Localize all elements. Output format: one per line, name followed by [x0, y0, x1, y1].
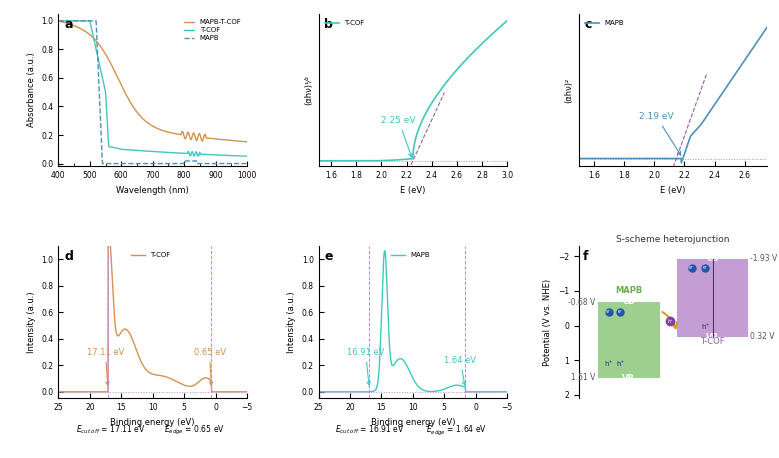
Bar — [677, 259, 749, 337]
Text: 0.65 eV: 0.65 eV — [193, 348, 226, 385]
Legend: MAPB: MAPB — [582, 17, 627, 29]
Text: e⁻: e⁻ — [689, 265, 695, 270]
Title: S-scheme heterojunction: S-scheme heterojunction — [616, 234, 730, 244]
Text: MAPB: MAPB — [615, 286, 643, 295]
Text: 17.11 eV: 17.11 eV — [86, 348, 124, 385]
Y-axis label: (αhν)¹⁄²: (αhν)¹⁄² — [304, 75, 313, 105]
Text: e⁻: e⁻ — [703, 265, 708, 270]
Text: f: f — [583, 251, 588, 263]
Text: 16.91 eV: 16.91 eV — [347, 348, 384, 385]
Text: 0.32 V: 0.32 V — [750, 332, 775, 341]
Text: 2.25 eV: 2.25 eV — [382, 115, 416, 157]
Text: 1.64 eV: 1.64 eV — [444, 355, 477, 385]
Text: $E_{cut\ off}$ = 17.11 eV: $E_{cut\ off}$ = 17.11 eV — [76, 423, 146, 436]
Text: CB: CB — [707, 254, 719, 263]
Text: e⁻: e⁻ — [606, 309, 612, 314]
Legend: T-COF: T-COF — [128, 249, 173, 261]
Y-axis label: Intensity (a.u.): Intensity (a.u.) — [27, 291, 36, 353]
Text: e: e — [324, 251, 333, 263]
X-axis label: Wavelength (nm): Wavelength (nm) — [116, 186, 189, 195]
Legend: T-COF: T-COF — [322, 17, 368, 29]
Text: a: a — [64, 18, 72, 31]
Text: h⁺: h⁺ — [668, 319, 673, 324]
FancyArrowPatch shape — [662, 312, 677, 328]
Legend: MAPB: MAPB — [388, 249, 432, 261]
Bar — [597, 302, 660, 378]
Y-axis label: Absorbance (a.u.): Absorbance (a.u.) — [27, 53, 36, 127]
Text: $E_{edge}$ = 0.65 eV: $E_{edge}$ = 0.65 eV — [164, 424, 224, 436]
Legend: MAPB-T-COF, T-COF, MAPB: MAPB-T-COF, T-COF, MAPB — [182, 17, 244, 44]
Text: T-COF: T-COF — [700, 338, 725, 346]
Text: 2.19 eV: 2.19 eV — [639, 112, 681, 155]
Text: b: b — [324, 18, 333, 31]
X-axis label: Binding energy (eV): Binding energy (eV) — [371, 418, 455, 427]
Text: $\bar{E}_{edge}$ = 1.64 eV: $\bar{E}_{edge}$ = 1.64 eV — [426, 422, 487, 436]
Text: VB: VB — [707, 333, 719, 342]
X-axis label: E (eV): E (eV) — [400, 186, 425, 195]
Text: -0.68 V: -0.68 V — [569, 298, 596, 306]
Text: h⁺: h⁺ — [616, 361, 625, 367]
X-axis label: Binding energy (eV): Binding energy (eV) — [111, 418, 195, 427]
Text: -1.93 V: -1.93 V — [750, 254, 777, 263]
Text: CB: CB — [622, 297, 635, 306]
Text: e⁻: e⁻ — [618, 309, 623, 314]
Text: h⁺: h⁺ — [605, 361, 613, 367]
X-axis label: E (eV): E (eV) — [661, 186, 686, 195]
Text: d: d — [64, 251, 73, 263]
Text: VB: VB — [622, 374, 635, 383]
Y-axis label: (αhν)²: (αhν)² — [564, 77, 573, 103]
Text: 1.51 V: 1.51 V — [571, 373, 596, 382]
Y-axis label: Intensity (a.u.): Intensity (a.u.) — [287, 291, 296, 353]
Text: h⁺: h⁺ — [701, 324, 709, 330]
Text: $E_{cut\ off}$ = 16.91 eV: $E_{cut\ off}$ = 16.91 eV — [335, 423, 404, 436]
Y-axis label: Potential (V vs. NHE): Potential (V vs. NHE) — [544, 278, 552, 365]
Text: c: c — [584, 18, 592, 31]
